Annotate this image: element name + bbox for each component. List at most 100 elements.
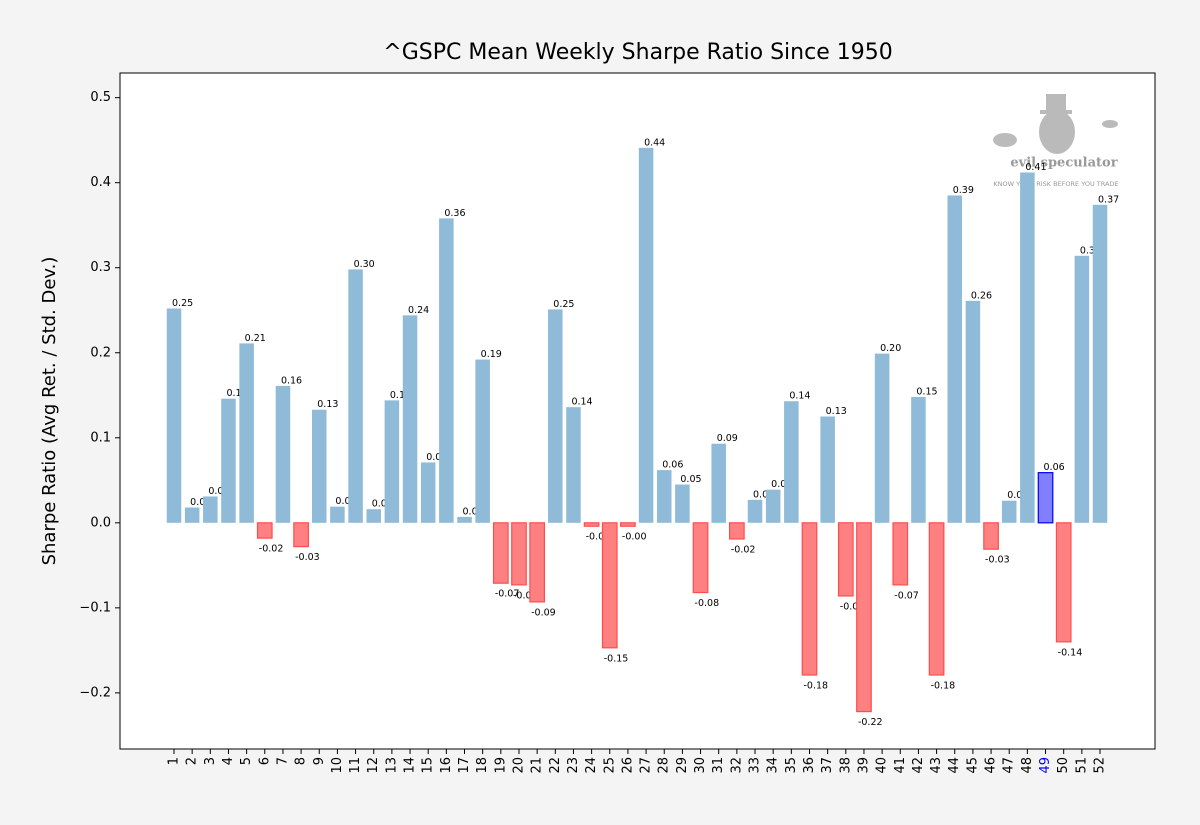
bar <box>692 522 709 594</box>
value-label: 0.16 <box>281 375 302 386</box>
x-tick-label: 21 <box>530 757 545 774</box>
bar <box>293 522 309 548</box>
bar <box>203 496 218 523</box>
x-tick-label: 26 <box>620 757 635 774</box>
x-tick-label: 39 <box>856 757 871 774</box>
bar <box>475 359 490 523</box>
bar <box>348 269 363 523</box>
value-label: 0.01 <box>463 506 484 517</box>
bar <box>511 522 527 586</box>
bar <box>583 522 600 527</box>
value-label: -0.22 <box>858 717 883 728</box>
bar <box>366 509 381 523</box>
bar <box>439 218 454 523</box>
x-tick-label: 32 <box>729 757 744 774</box>
value-label: -0.14 <box>1058 647 1083 658</box>
bar <box>457 516 472 523</box>
y-tick-label: 0.5 <box>90 90 111 105</box>
y-tick-label: 0.0 <box>90 515 111 530</box>
value-label: 0.14 <box>789 391 810 402</box>
y-tick-label: −0.1 <box>79 600 111 615</box>
bar <box>184 507 200 523</box>
value-label: 0.44 <box>644 137 665 148</box>
bar <box>747 499 763 523</box>
value-label: 0.13 <box>826 406 847 417</box>
value-label: -0.02 <box>731 544 756 555</box>
bar <box>239 343 254 523</box>
value-label: 0.19 <box>481 349 502 360</box>
x-tick-label: 47 <box>1002 757 1017 774</box>
value-label: 0.04 <box>771 479 792 490</box>
bar <box>911 396 926 523</box>
bar <box>1055 522 1072 643</box>
value-label: 0.37 <box>1098 194 1119 205</box>
x-tick-label: 41 <box>893 757 908 774</box>
value-label: 0.03 <box>1007 490 1028 501</box>
value-label: 0.36 <box>444 208 465 219</box>
x-tick-label: 52 <box>1093 757 1108 774</box>
bar <box>420 462 436 523</box>
value-label: -0.08 <box>695 598 720 609</box>
y-tick-label: 0.2 <box>90 345 111 360</box>
value-label: 0.09 <box>717 433 738 444</box>
value-label: 0.30 <box>354 259 375 270</box>
bar <box>221 398 236 523</box>
x-tick-label: 50 <box>1056 757 1071 774</box>
x-tick-label: 45 <box>965 757 980 774</box>
bar <box>728 522 745 540</box>
bar <box>529 522 546 603</box>
watermark-logo <box>993 94 1118 154</box>
x-tick-label: 43 <box>929 757 944 774</box>
x-tick-label: 22 <box>548 757 563 774</box>
x-tick-label: 10 <box>330 757 345 774</box>
value-label: 0.26 <box>971 290 992 301</box>
y-tick-label: −0.2 <box>79 685 111 700</box>
y-tick-label: 0.1 <box>90 430 111 445</box>
x-tick-label: 5 <box>239 757 254 765</box>
bar <box>784 401 799 523</box>
bar <box>820 416 835 523</box>
bar <box>1037 472 1054 524</box>
value-label: 0.02 <box>372 499 393 510</box>
bar <box>801 522 818 676</box>
x-tick-label: 28 <box>657 757 672 774</box>
x-tick-label: 20 <box>511 757 526 774</box>
bar <box>601 522 618 649</box>
y-tick-label: 0.4 <box>90 175 111 190</box>
value-label: 0.06 <box>662 460 683 471</box>
x-tick-label: 12 <box>366 757 381 774</box>
x-tick-label: 33 <box>748 757 763 774</box>
value-label: -0.09 <box>531 607 556 618</box>
x-tick-label: 48 <box>1020 757 1035 774</box>
value-label: 0.14 <box>571 397 592 408</box>
value-label: -0.03 <box>985 555 1010 566</box>
x-tick-label: 6 <box>257 757 272 765</box>
x-tick-label: 17 <box>457 757 472 774</box>
bar <box>765 489 781 523</box>
value-label: -0.15 <box>604 653 629 664</box>
value-label: 0.41 <box>1025 162 1046 173</box>
y-axis-label: Sharpe Ratio (Avg Ret. / Std. Dev.) <box>39 257 60 566</box>
y-tick-label: 0.3 <box>90 260 111 275</box>
x-tick-label: 42 <box>911 757 926 774</box>
bar <box>256 522 273 539</box>
value-label: 0.15 <box>226 388 247 399</box>
value-label: -0.02 <box>259 544 284 555</box>
value-label: 0.25 <box>172 298 193 309</box>
bar <box>330 506 345 523</box>
value-label: 0.13 <box>317 399 338 410</box>
watermark-title: evil speculator <box>1010 156 1117 171</box>
x-tick-label: 49 <box>1038 757 1053 774</box>
x-tick-label: 35 <box>784 757 799 774</box>
value-label: 0.05 <box>680 474 701 485</box>
x-tick-label: 38 <box>838 757 853 774</box>
x-tick-label: 29 <box>675 757 690 774</box>
chart-title: ^GSPC Mean Weekly Sharpe Ratio Since 195… <box>383 40 892 65</box>
value-label: 0.07 <box>426 452 447 463</box>
bar <box>1092 204 1108 523</box>
x-tick-label: 7 <box>275 757 290 765</box>
bar <box>1074 255 1090 523</box>
value-label: -0.07 <box>894 590 919 601</box>
x-tick-label: 15 <box>421 757 436 774</box>
